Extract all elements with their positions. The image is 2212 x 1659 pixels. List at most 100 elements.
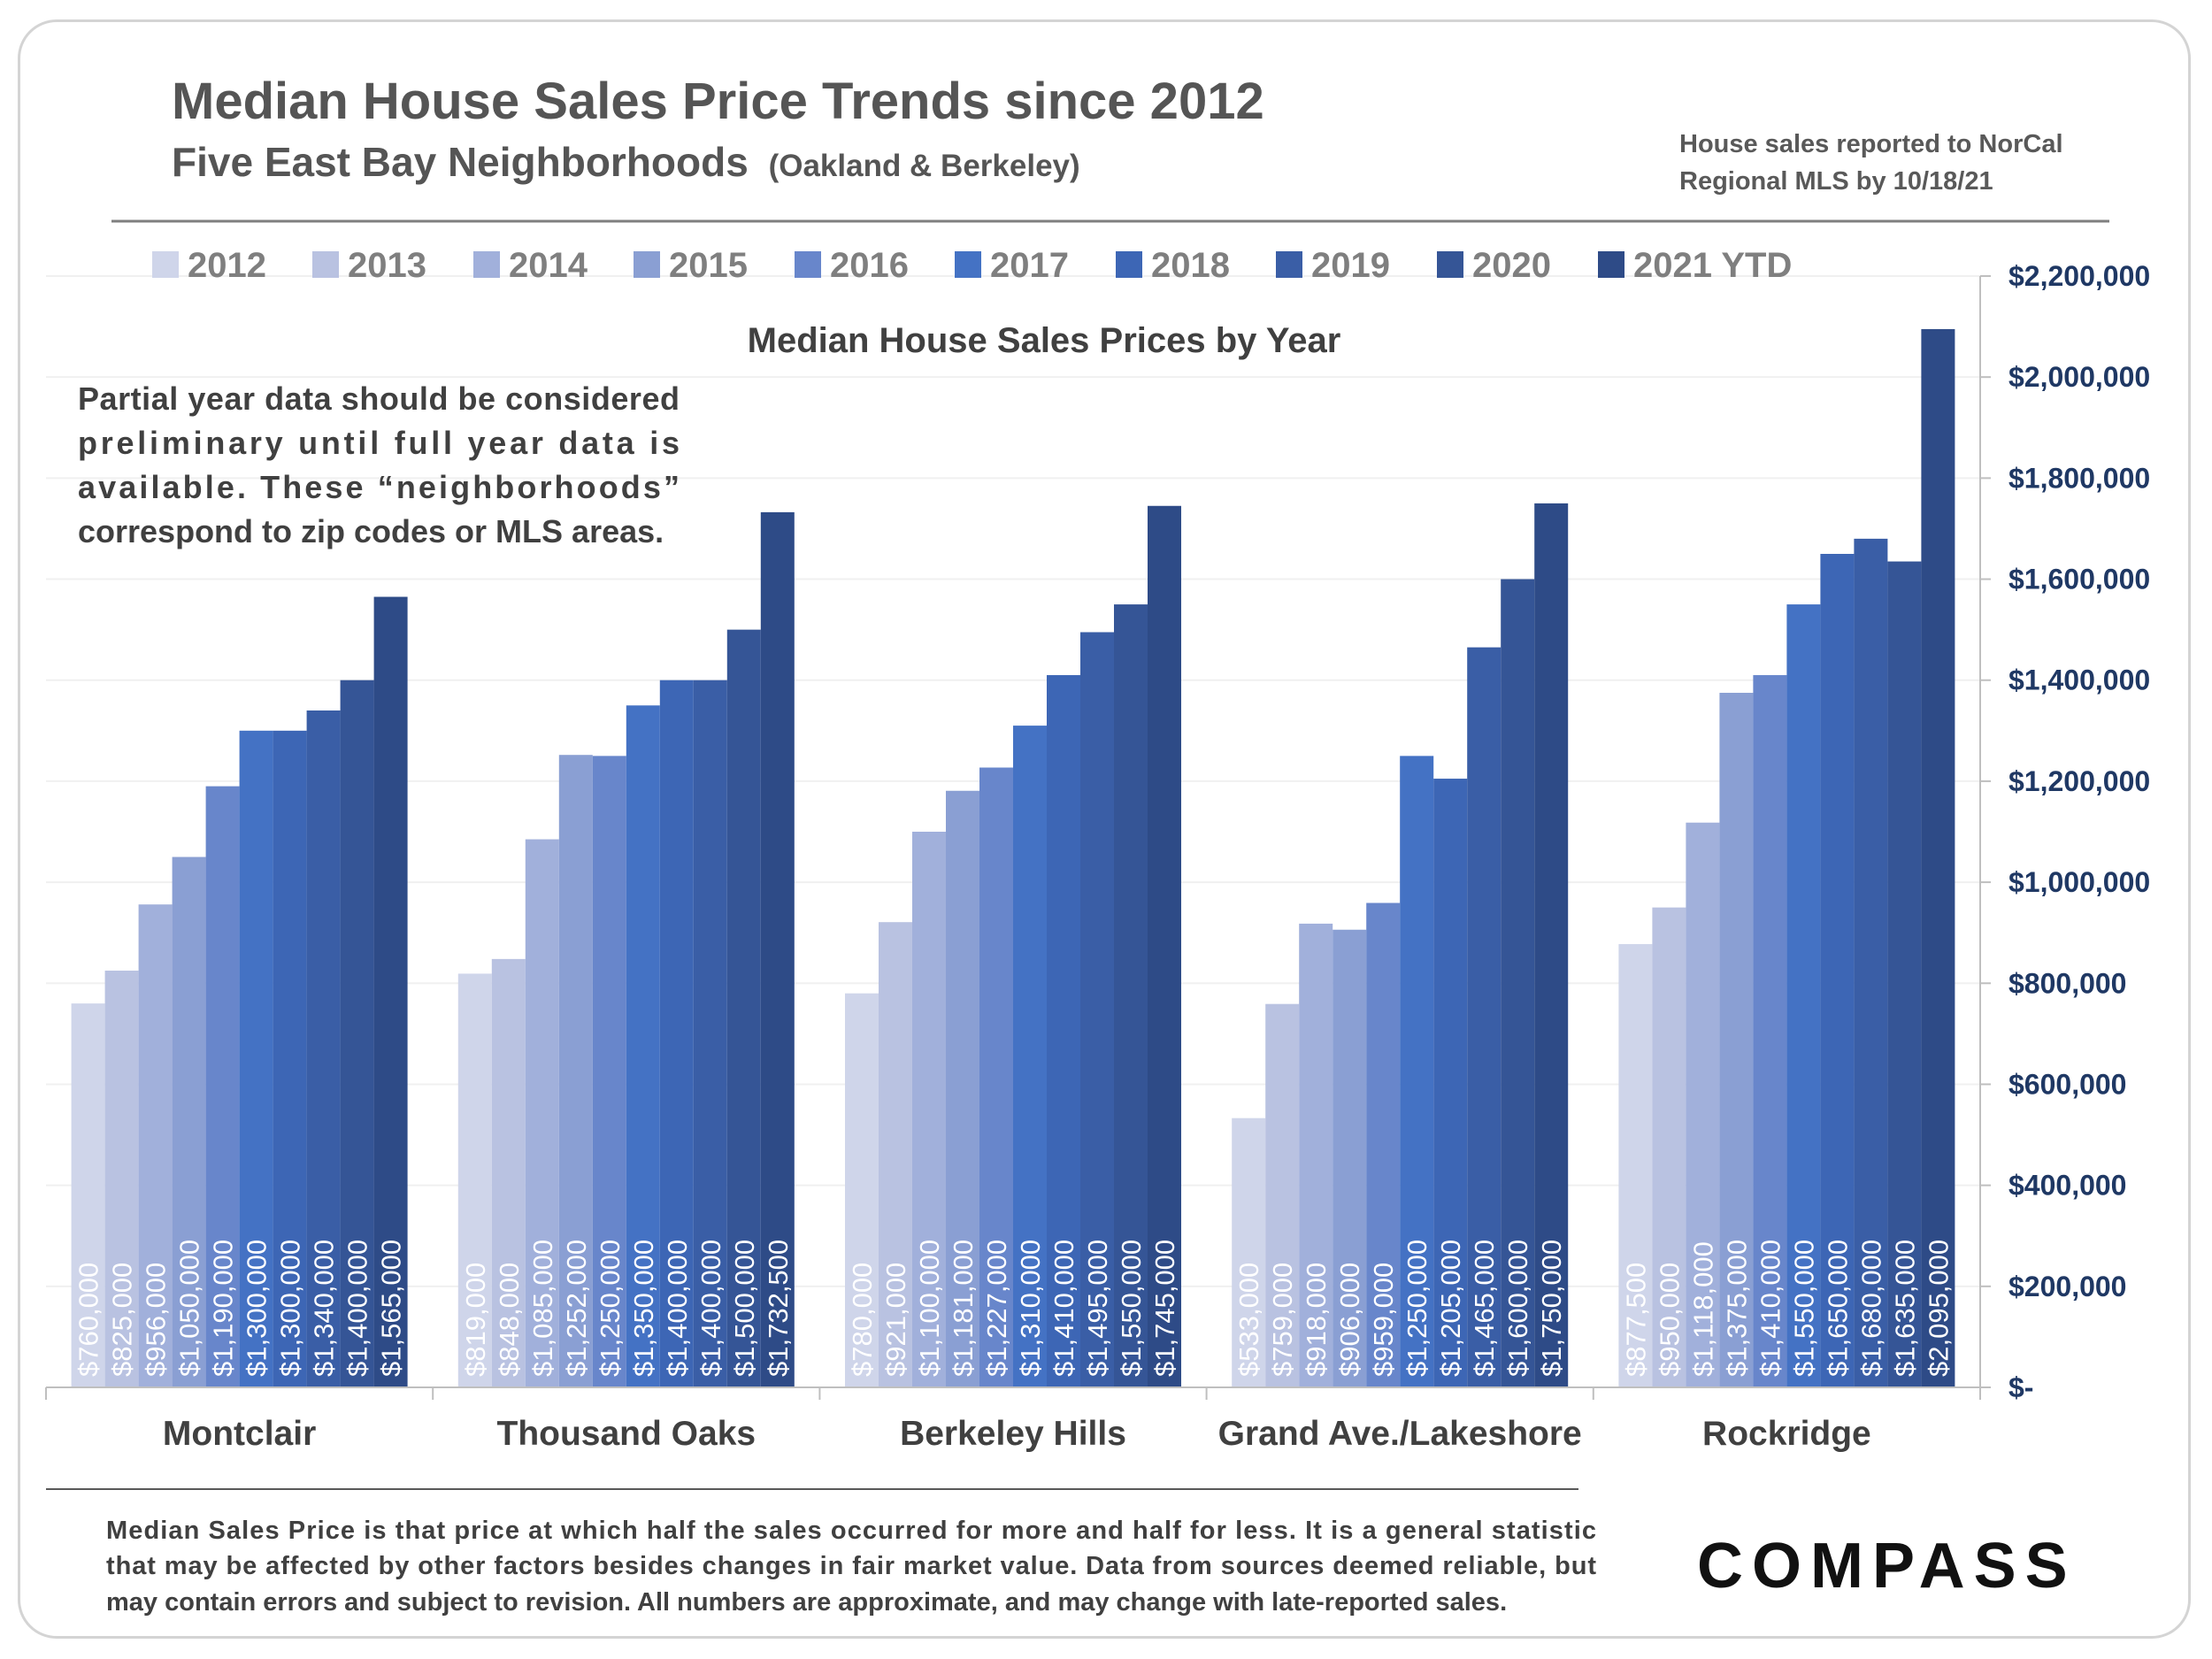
- bar: [1501, 579, 1535, 1387]
- bar-data-label: $1,252,000: [561, 1240, 592, 1377]
- bar: [726, 629, 761, 1387]
- legend-label: 2017: [990, 246, 1069, 285]
- subtitle-paren: (Oakland & Berkeley): [769, 149, 1080, 183]
- bar-data-label: $1,745,000: [1149, 1240, 1180, 1377]
- bar-data-label: $1,300,000: [242, 1240, 273, 1377]
- y-tick-label: $600,000: [2008, 1068, 2126, 1100]
- legend-label: 2018: [1151, 246, 1230, 285]
- y-tick-label: $1,600,000: [2008, 564, 2150, 595]
- bar-data-label: $1,100,000: [914, 1240, 945, 1377]
- bar-data-label: $1,400,000: [342, 1240, 373, 1377]
- bar: [373, 596, 408, 1387]
- bar-data-label: $1,340,000: [309, 1240, 340, 1377]
- y-tick-label: $1,000,000: [2008, 866, 2150, 898]
- legend-item: 2021 YTD: [1598, 246, 1792, 285]
- bar-data-label: $906,000: [1334, 1263, 1365, 1377]
- bar-data-label: $848,000: [494, 1263, 525, 1377]
- bar-group: $760,000 $825,000 $956,000 $1,050,000 $1,190…: [71, 596, 408, 1387]
- bar-data-label: $825,000: [107, 1263, 138, 1377]
- bar: [1400, 756, 1434, 1387]
- bar-data-label: $1,600,000: [1502, 1240, 1533, 1377]
- bar-data-label: $2,095,000: [1923, 1240, 1954, 1377]
- bar-data-label: $1,205,000: [1435, 1240, 1466, 1377]
- y-tick-label: $200,000: [2008, 1271, 2126, 1302]
- bar-data-label: $1,250,000: [595, 1240, 626, 1377]
- category-label: Montclair: [163, 1415, 316, 1453]
- bar-data-label: $780,000: [847, 1263, 878, 1377]
- footer-line-3: may contain errors and subject to revisi…: [106, 1588, 1507, 1617]
- legend-label: 2013: [348, 246, 426, 285]
- bar: [659, 680, 694, 1387]
- legend-item: 2018: [1116, 246, 1230, 285]
- bar-data-label: $1,732,500: [763, 1240, 794, 1377]
- source-note-line-1: House sales reported to NorCal: [1679, 130, 2063, 158]
- bar-data-label: $877,500: [1620, 1263, 1651, 1377]
- bar-data-label: $956,000: [141, 1263, 172, 1377]
- bar: [1887, 561, 1922, 1387]
- bar-data-label: $921,000: [880, 1263, 911, 1377]
- legend-swatch: [795, 251, 821, 278]
- bar: [1232, 1118, 1266, 1387]
- subtitle-main: Five East Bay Neighborhoods: [172, 139, 749, 185]
- y-tick-label: $400,000: [2008, 1170, 2126, 1202]
- bar: [1618, 944, 1653, 1387]
- bar-data-label: $1,500,000: [729, 1240, 760, 1377]
- chart-title: Median House Sales Prices by Year: [748, 321, 1341, 360]
- note-line-4: correspond to zip codes or MLS areas.: [78, 513, 664, 549]
- bar-data-label: $1,300,000: [275, 1240, 306, 1377]
- category-label: Rockridge: [1702, 1415, 1871, 1453]
- bar-data-label: $1,181,000: [948, 1240, 979, 1377]
- bar-data-label: $1,550,000: [1116, 1240, 1147, 1377]
- legend-item: 2014: [473, 246, 588, 285]
- bar-data-label: $1,680,000: [1855, 1240, 1886, 1377]
- page-title: Median House Sales Price Trends since 20…: [172, 73, 1264, 130]
- y-axis-ticks: $- $200,000 $400,000 $600,000 $800,000 $1,000…: [46, 260, 2150, 1403]
- bar: [1854, 538, 1888, 1387]
- bar: [626, 705, 660, 1387]
- bar: [845, 993, 879, 1387]
- bar: [273, 730, 307, 1387]
- compass-logo: COMPASS: [1697, 1531, 2077, 1601]
- bar: [138, 904, 173, 1387]
- legend-swatch: [312, 251, 339, 278]
- bar: [693, 680, 727, 1387]
- legend-label: 2015: [669, 246, 748, 285]
- bar: [1652, 907, 1686, 1387]
- legend-swatch: [1116, 251, 1142, 278]
- legend-item: 2017: [955, 246, 1069, 285]
- bar-data-label: $1,400,000: [695, 1240, 726, 1377]
- y-tick-label: $2,200,000: [2008, 260, 2150, 292]
- bar: [205, 786, 240, 1387]
- category-labels: Montclair Thousand Oaks Berkeley Hills Gran…: [45, 1387, 1981, 1453]
- bar-data-label: $1,465,000: [1469, 1240, 1500, 1377]
- bar-data-label: $819,000: [460, 1263, 491, 1377]
- bar: [71, 1003, 105, 1387]
- bar-data-label: $533,000: [1233, 1263, 1264, 1377]
- bar-group: $877,500 $950,000 $1,118,000 $1,375,000 $1,4…: [1618, 328, 1955, 1388]
- y-tick-label: $-: [2008, 1371, 2033, 1403]
- bar: [491, 958, 526, 1387]
- bar: [1366, 902, 1401, 1387]
- legend-swatch: [955, 251, 981, 278]
- category-label: Berkeley Hills: [900, 1415, 1126, 1453]
- legend-swatch: [1598, 251, 1624, 278]
- bar-data-label: $1,310,000: [1015, 1240, 1046, 1377]
- legend-label: 2012: [188, 246, 266, 285]
- legend-swatch: [1437, 251, 1463, 278]
- legend-swatch: [473, 251, 500, 278]
- bar-data-label: $1,550,000: [1788, 1240, 1819, 1377]
- legend-item: 2013: [312, 246, 426, 285]
- bar: [1719, 693, 1754, 1387]
- bar: [1753, 675, 1787, 1387]
- legend-label: 2021 YTD: [1633, 246, 1792, 285]
- y-tick-label: $1,800,000: [2008, 462, 2150, 494]
- bar: [1013, 726, 1047, 1387]
- bar-data-label: $1,227,000: [981, 1240, 1012, 1377]
- bar-data-label: $760,000: [73, 1263, 104, 1377]
- bar-data-label: $959,000: [1368, 1263, 1399, 1377]
- bar: [760, 511, 795, 1387]
- footer-line-1: Median Sales Price is that price at whic…: [106, 1517, 1596, 1545]
- bar-data-label: $1,650,000: [1822, 1240, 1853, 1377]
- bar-data-label: $918,000: [1301, 1263, 1332, 1377]
- bar-data-label: $1,565,000: [376, 1240, 407, 1377]
